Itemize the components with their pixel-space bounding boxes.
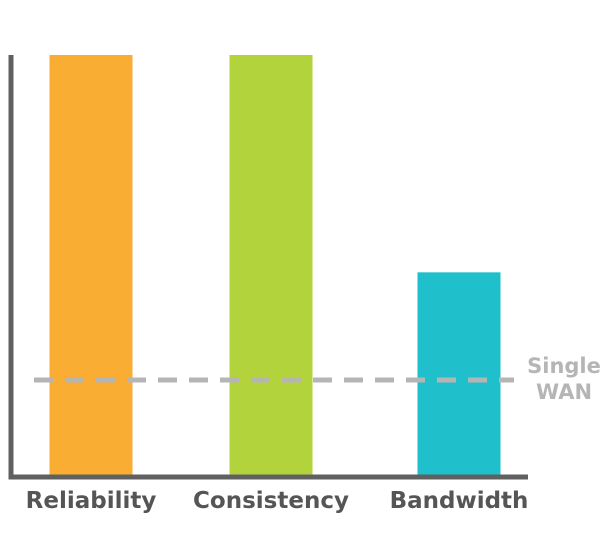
category-labels-group: Reliability Consistency Bandwidth <box>26 488 529 514</box>
reference-label-line-1: Single <box>527 354 601 378</box>
category-label-consistency: Consistency <box>193 488 349 514</box>
reference-label-line-2: WAN <box>536 380 592 404</box>
bar-reliability <box>49 55 133 477</box>
bar-consistency <box>229 55 313 477</box>
bar-bandwidth <box>417 272 501 477</box>
category-label-bandwidth: Bandwidth <box>390 488 529 514</box>
category-label-reliability: Reliability <box>26 488 157 514</box>
bars-group <box>49 55 501 477</box>
